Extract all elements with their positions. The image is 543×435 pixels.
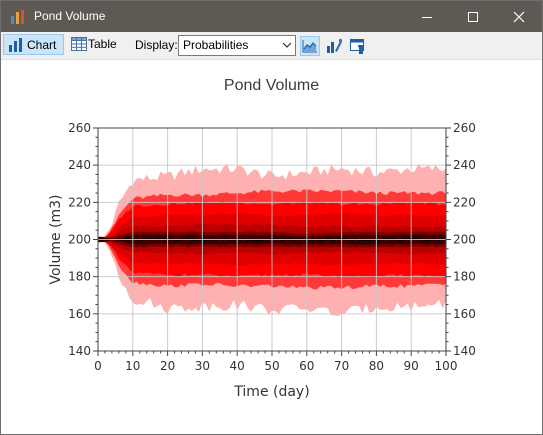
x-axis-label: Time (day) [233, 384, 309, 400]
chart-title: Pond Volume [223, 77, 320, 94]
table-view-button[interactable]: Table [67, 34, 122, 55]
display-label: Display: [135, 38, 178, 52]
y-tick-label-left: 140 [68, 344, 91, 358]
x-tick-label: 10 [125, 359, 140, 373]
x-tick-label: 50 [264, 359, 279, 373]
y-tick-label-right: 260 [453, 121, 476, 135]
area-chart-icon [302, 40, 317, 53]
x-tick-label: 0 [94, 359, 102, 373]
y-tick-label-right: 220 [453, 195, 476, 209]
bar-chart-icon [9, 38, 22, 52]
x-tick-label: 70 [334, 359, 349, 373]
y-tick-label-left: 240 [68, 158, 91, 172]
y-tick-label-left: 260 [68, 121, 91, 135]
chart-properties-button[interactable] [324, 36, 344, 56]
y-tick-label-left: 180 [68, 270, 91, 284]
x-tick-label: 90 [404, 359, 419, 373]
y-tick-label-left: 160 [68, 307, 91, 321]
minimize-button[interactable] [404, 1, 450, 32]
chart-view-label: Chart [27, 38, 57, 52]
display-dropdown[interactable]: Probabilities [178, 35, 296, 56]
table-view-label: Table [88, 37, 117, 51]
y-tick-label-left: 200 [68, 233, 91, 247]
x-tick-label: 40 [230, 359, 245, 373]
y-tick-label-right: 200 [453, 233, 476, 247]
table-grid-icon [71, 37, 87, 51]
y-tick-label-right: 160 [453, 307, 476, 321]
x-tick-label: 20 [160, 359, 175, 373]
x-tick-label: 60 [299, 359, 314, 373]
y-tick-label-right: 240 [453, 158, 476, 172]
bar-chart-colored-icon [11, 10, 24, 24]
chevron-down-icon [282, 42, 292, 48]
area-chart-button[interactable] [300, 36, 320, 56]
y-tick-label-right: 180 [453, 270, 476, 284]
chart-settings-button[interactable] [348, 36, 368, 56]
x-tick-label: 30 [195, 359, 210, 373]
chart-view-button[interactable]: Chart [3, 34, 64, 55]
maximize-button[interactable] [450, 1, 496, 32]
y-tick-label-right: 140 [453, 344, 476, 358]
y-axis-label: Volume (m3) [48, 195, 64, 285]
x-tick-label: 80 [369, 359, 384, 373]
close-icon [513, 11, 525, 23]
window-title: Pond Volume [34, 9, 106, 23]
chart-area: Pond Volume 0 10 20 30 40 50 60 70 80 90 100 140 140… [1, 60, 542, 434]
maximize-icon [468, 12, 478, 22]
y-tick-label-left: 220 [68, 195, 91, 209]
chart-settings-icon [350, 39, 364, 54]
display-dropdown-value: Probabilities [183, 38, 249, 52]
title-bar[interactable]: Pond Volume [1, 1, 542, 32]
minimize-icon [422, 17, 432, 18]
chart-properties-icon [327, 38, 343, 53]
x-tick-label: 100 [435, 359, 458, 373]
close-button[interactable] [496, 1, 542, 32]
